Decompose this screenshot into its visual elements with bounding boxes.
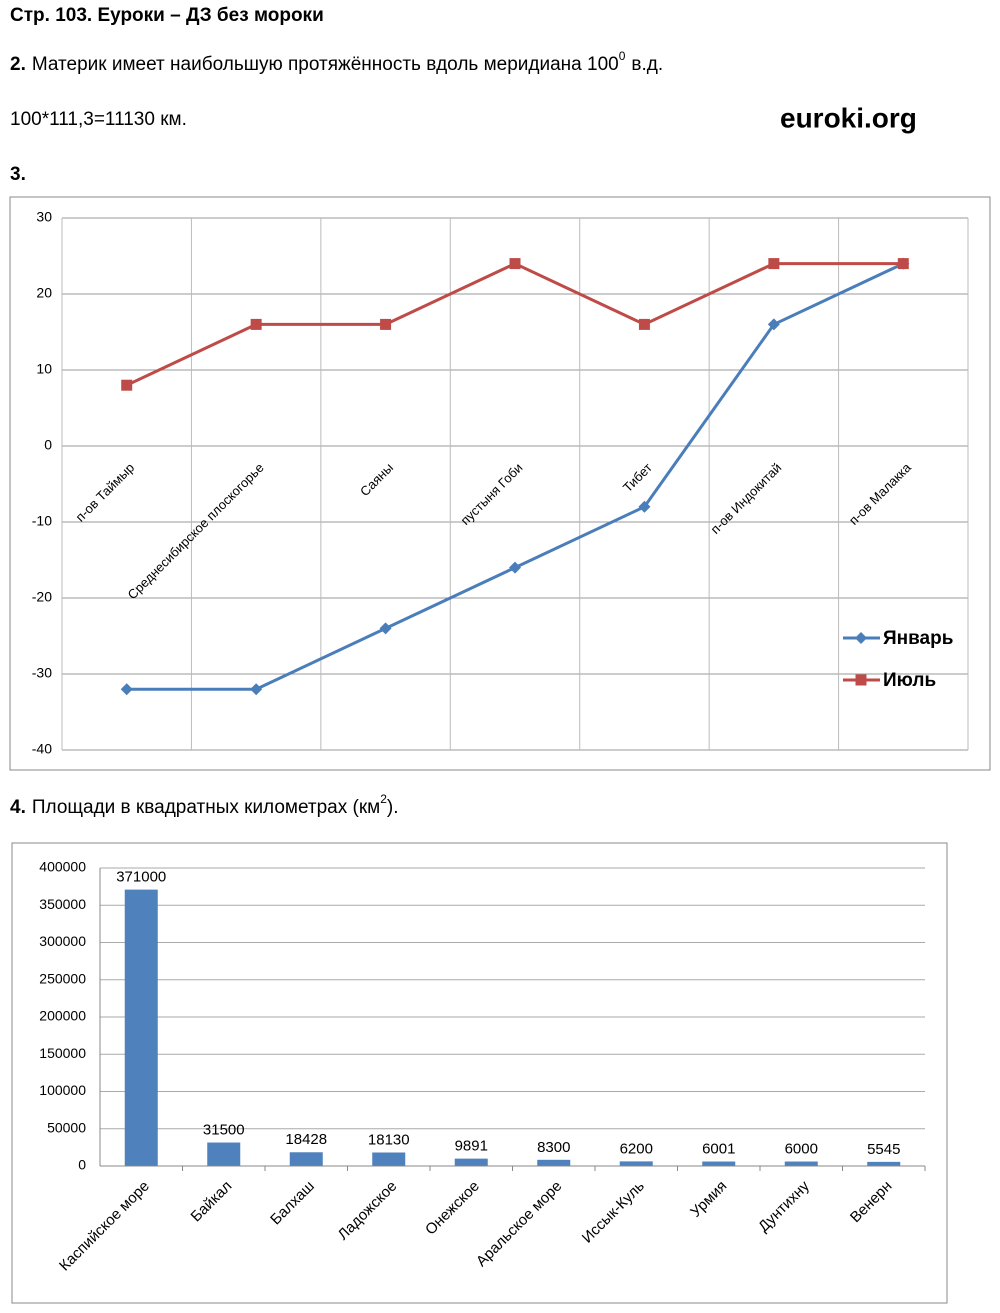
marker (767, 318, 780, 331)
data-label: 31500 (203, 1122, 245, 1139)
y-tick-label: -10 (32, 513, 52, 529)
task-number: 4. (10, 797, 26, 818)
y-tick-label: -20 (32, 589, 52, 605)
y-tick-label: 30 (36, 209, 52, 225)
y-tick-label: 100000 (39, 1082, 86, 1098)
site-name: euroki.org (780, 102, 917, 133)
bar (537, 1159, 571, 1166)
legend-marker (855, 674, 867, 686)
bar (784, 1161, 818, 1166)
superscript: 2 (380, 792, 387, 806)
marker (250, 683, 263, 696)
marker (120, 683, 133, 696)
x-tick-label: Байкал (188, 1178, 236, 1226)
chart-frame (9, 196, 991, 771)
data-label: 6200 (620, 1140, 653, 1157)
calculation: 100*111,3=11130 км. (10, 109, 187, 130)
data-label: 8300 (537, 1139, 570, 1156)
chart-frame (11, 842, 948, 1304)
bar (207, 1142, 241, 1166)
data-label: 371000 (116, 869, 166, 886)
x-tick-label: Аральское море (473, 1178, 565, 1270)
x-tick-label: Дунтихну (755, 1177, 813, 1235)
y-tick-label: 300000 (39, 933, 86, 949)
y-tick-label: 400000 (39, 859, 86, 875)
legend-marker (855, 632, 867, 644)
task-text: в.д. (631, 54, 663, 75)
y-tick-label: 200000 (39, 1008, 86, 1024)
y-tick-label: -30 (32, 665, 52, 681)
marker (638, 500, 651, 513)
marker (121, 379, 133, 391)
x-tick-label: Венерн (847, 1178, 896, 1227)
x-tick-label: Ладожское (335, 1178, 401, 1244)
bar (619, 1161, 653, 1166)
y-tick-label: 50000 (47, 1119, 86, 1135)
marker (768, 258, 780, 270)
data-label: 18428 (285, 1131, 327, 1148)
superscript: 0 (619, 49, 626, 63)
bar (454, 1158, 488, 1166)
x-tick-label: Каспийское море (56, 1178, 153, 1275)
x-tick-label: Среднесибирское плоскогорье (124, 460, 266, 602)
y-tick-label: 150000 (39, 1045, 86, 1061)
x-tick-label: п-ов Таймыр (73, 460, 138, 525)
bar (372, 1152, 406, 1166)
legend-label: Июль (883, 670, 936, 691)
y-tick-label: 350000 (39, 896, 86, 912)
task-number: 2. (10, 54, 26, 75)
data-label: 18130 (368, 1131, 410, 1148)
x-tick-label: п-ов Малакка (846, 459, 914, 527)
data-label: 9891 (455, 1138, 488, 1155)
y-tick-label: 20 (36, 285, 52, 301)
bar (289, 1152, 323, 1166)
x-tick-label: Тибет (620, 460, 655, 495)
data-label: 5545 (867, 1141, 900, 1158)
x-tick-label: Иссык-Куль (579, 1177, 648, 1246)
x-tick-label: п-ов Индокитай (708, 460, 785, 537)
task-2: 2. Материк имеет наибольшую протяжённость… (10, 49, 663, 75)
x-tick-label: Саяны (357, 460, 396, 499)
legend-label: Январь (883, 628, 953, 649)
data-label: 6001 (702, 1140, 735, 1157)
task-number: 3. (10, 164, 26, 185)
marker (379, 622, 392, 635)
marker (509, 561, 521, 574)
bar (867, 1161, 901, 1166)
y-tick-label: 0 (78, 1157, 86, 1173)
task-4: 4. Площади в квадратных километрах (км2). (10, 792, 399, 818)
marker (380, 318, 392, 330)
series-line (126, 261, 904, 387)
task-text: Материк имеет наибольшую протяжённость в… (32, 54, 619, 75)
task-text: ). (387, 797, 399, 818)
x-tick-label: Урмия (687, 1178, 730, 1221)
bar (124, 889, 158, 1166)
x-tick-label: Балхаш (267, 1178, 318, 1229)
y-tick-label: 0 (44, 437, 52, 453)
y-tick-label: 10 (36, 361, 52, 377)
marker (638, 318, 650, 330)
marker (897, 258, 909, 270)
y-tick-label: -40 (32, 741, 52, 757)
page-title: Стр. 103. Еуроки – ДЗ без мороки (10, 5, 324, 26)
marker (250, 318, 262, 330)
bar (702, 1161, 736, 1166)
marker (509, 258, 521, 270)
x-tick-label: Онежское (422, 1178, 483, 1239)
task-text: Площади в квадратных километрах (км (32, 797, 380, 818)
y-tick-label: 250000 (39, 970, 86, 986)
data-label: 6000 (785, 1140, 818, 1157)
x-tick-label: пустыня Гоби (458, 460, 526, 528)
